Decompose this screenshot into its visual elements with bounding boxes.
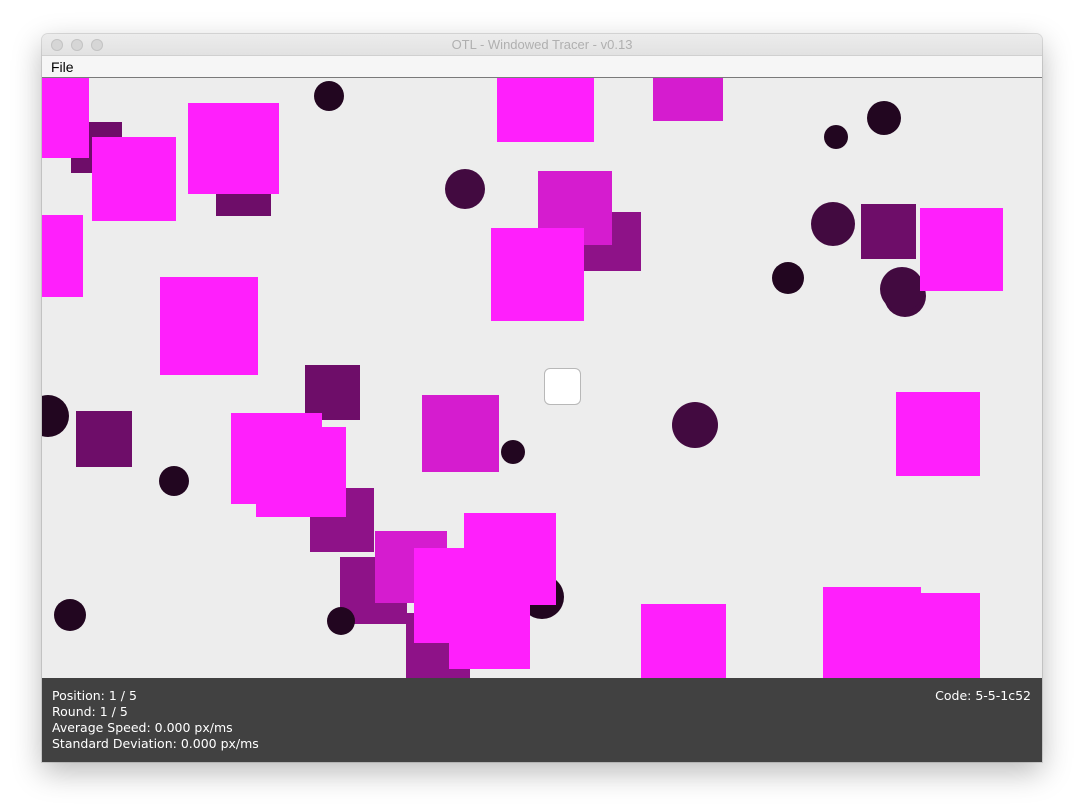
stimulus-circle — [327, 607, 355, 635]
menu-bar: File — [42, 56, 1042, 78]
standard-deviation-label: Standard Deviation: 0.000 px/ms — [52, 736, 259, 751]
stimulus-square — [76, 411, 132, 467]
stimulus-square — [42, 215, 83, 297]
position-label: Position: 1 / 5 — [52, 688, 137, 703]
round-label: Round: 1 / 5 — [52, 704, 128, 719]
minimize-window-button[interactable] — [71, 39, 83, 51]
stimulus-circle — [501, 440, 525, 464]
stimulus-square — [823, 587, 921, 678]
stimulus-square — [42, 78, 89, 158]
stimulus-square — [896, 392, 980, 476]
stimulus-square — [160, 277, 258, 375]
stimulus-circle — [772, 262, 804, 294]
title-bar[interactable]: OTL - Windowed Tracer - v0.13 — [42, 34, 1042, 56]
stimulus-square — [920, 593, 980, 678]
stimulus-circle — [159, 466, 189, 496]
stimulus-square — [653, 78, 723, 121]
stimulus-square — [92, 137, 176, 221]
session-code-label: Code: 5-5-1c52 — [935, 688, 1031, 703]
stimulus-square — [305, 365, 360, 420]
window-title: OTL - Windowed Tracer - v0.13 — [451, 37, 633, 52]
stimulus-circle — [672, 402, 718, 448]
zoom-window-button[interactable] — [91, 39, 103, 51]
stimulus-square — [231, 413, 322, 504]
stats-panel: Position: 1 / 5 Round: 1 / 5 Average Spe… — [52, 688, 259, 752]
stimulus-circle — [42, 395, 69, 437]
status-bar: Position: 1 / 5 Round: 1 / 5 Average Spe… — [42, 678, 1042, 762]
stimulus-square — [920, 208, 1003, 291]
stimulus-square — [861, 204, 916, 259]
menu-file[interactable]: File — [51, 59, 74, 75]
stimulus-square — [422, 395, 499, 472]
tracking-canvas[interactable] — [42, 78, 1042, 678]
tracking-target-square[interactable] — [544, 368, 581, 405]
stimulus-square — [497, 78, 594, 142]
stimulus-circle — [314, 81, 344, 111]
average-speed-label: Average Speed: 0.000 px/ms — [52, 720, 233, 735]
stimulus-circle — [824, 125, 848, 149]
stimulus-square — [641, 604, 726, 678]
stimulus-circle — [880, 267, 924, 311]
stimulus-circle — [54, 599, 86, 631]
shape-layer — [42, 78, 1003, 678]
stimulus-square — [491, 228, 584, 321]
stimulus-square — [188, 103, 279, 194]
stimulus-circle — [445, 169, 485, 209]
stimulus-square — [449, 588, 530, 669]
stimulus-circle — [811, 202, 855, 246]
app-window: OTL - Windowed Tracer - v0.13 File Posit… — [42, 34, 1042, 762]
close-window-button[interactable] — [51, 39, 63, 51]
stimulus-circle — [867, 101, 901, 135]
